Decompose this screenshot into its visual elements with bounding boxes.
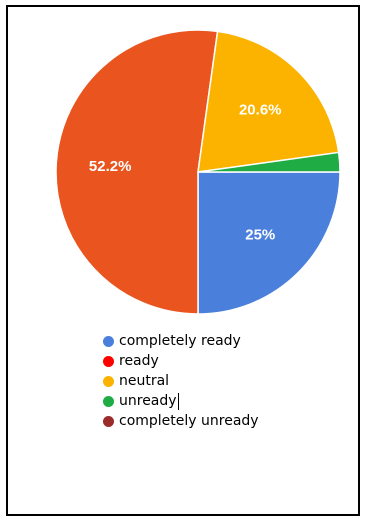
legend-item-ready: ready xyxy=(103,351,259,371)
legend-swatch-ready xyxy=(103,355,114,367)
pie-label-ready: 52.2% xyxy=(89,158,132,175)
pie-slice-unready xyxy=(197,151,341,173)
legend-item-neutral: neutral xyxy=(103,371,259,391)
pie-slice-completely-ready xyxy=(197,171,341,315)
legend-item-completely-ready: completely ready xyxy=(103,331,259,351)
legend-label-unready: unready xyxy=(119,393,177,409)
text-cursor xyxy=(177,392,179,410)
pie-slice-neutral xyxy=(197,30,340,173)
legend-item-completely-unready: completely unready xyxy=(103,411,259,431)
legend-label-neutral: neutral xyxy=(119,373,170,389)
legend-label-completely-ready: completely ready xyxy=(119,333,241,349)
pie-label-completely-ready: 25% xyxy=(245,226,275,243)
pie-label-neutral: 20.6% xyxy=(239,102,282,119)
legend-swatch-completely-unready xyxy=(103,415,114,427)
legend-swatch-unready xyxy=(103,395,114,407)
legend-label-ready: ready xyxy=(119,353,159,369)
legend-swatch-completely-ready xyxy=(103,335,114,347)
legend-item-unready: unready xyxy=(103,391,259,411)
chart-legend: completely ready ready neutral unready c… xyxy=(103,331,259,431)
pie-slice-ready xyxy=(55,29,219,315)
legend-swatch-neutral xyxy=(103,375,114,387)
legend-label-completely-unready: completely unready xyxy=(119,413,259,429)
